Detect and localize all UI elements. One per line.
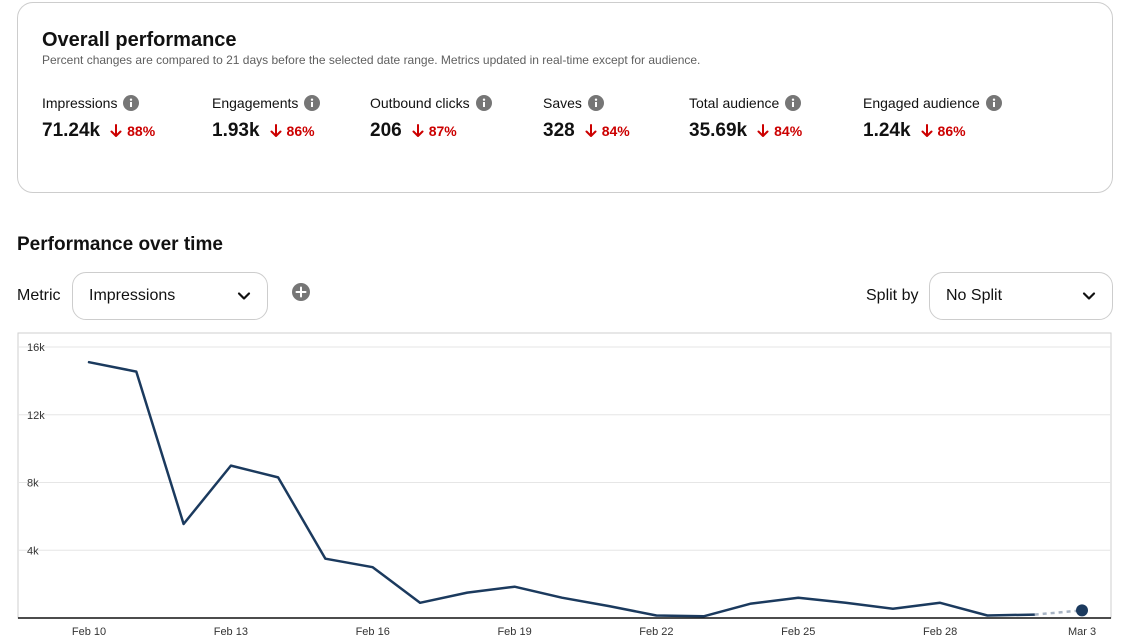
- y-tick-label: 4k: [27, 545, 39, 557]
- arrow-down-icon: [110, 124, 122, 138]
- metric-select-value: Impressions: [89, 287, 176, 304]
- impressions-series-line: [87, 360, 1036, 618]
- performance-chart: 4k 8k 12k 16k Feb 10 Feb 13 Feb 16 Feb 19 Feb 22…: [0, 330, 1125, 643]
- metric-label: Engaged audience: [863, 95, 980, 111]
- metric-change-value: 86%: [286, 123, 315, 139]
- info-icon[interactable]: [985, 95, 1002, 111]
- metric-engaged-audience: Engaged audience 1.24k 86%: [863, 93, 1002, 143]
- chart-frame: [17, 332, 1112, 619]
- info-icon[interactable]: [475, 95, 492, 111]
- info-icon[interactable]: [587, 95, 604, 111]
- metric-label: Saves: [543, 95, 582, 111]
- metric-label: Impressions: [42, 95, 118, 111]
- metric-label: Total audience: [689, 95, 780, 111]
- metric-value: 1.93k: [212, 120, 260, 141]
- metric-value: 328: [543, 120, 575, 141]
- x-tick-label: Feb 19: [497, 626, 531, 638]
- info-icon[interactable]: [123, 95, 140, 111]
- plus-circle-icon[interactable]: [292, 283, 310, 301]
- metric-change: 86%: [270, 123, 315, 139]
- x-tick-label: Feb 25: [781, 626, 815, 638]
- x-tick-label: Feb 13: [214, 626, 248, 638]
- overall-performance-title: Overall performance: [42, 29, 237, 51]
- arrow-down-icon: [585, 124, 597, 138]
- arrow-down-icon: [270, 124, 282, 138]
- performance-over-time-title: Performance over time: [17, 234, 223, 255]
- split-by-select[interactable]: No Split: [929, 272, 1113, 320]
- x-tick-label: Mar 3: [1068, 626, 1096, 638]
- y-tick-label: 16k: [27, 342, 45, 354]
- metric-change: 84%: [757, 123, 802, 139]
- info-icon[interactable]: [304, 95, 321, 111]
- metric-change: 88%: [110, 123, 155, 139]
- metric-change-value: 84%: [601, 123, 630, 139]
- last-data-point: [1076, 604, 1088, 617]
- metric-select[interactable]: Impressions: [72, 272, 268, 320]
- y-tick-label: 12k: [27, 410, 45, 422]
- arrow-down-icon: [921, 124, 933, 138]
- overall-performance-subtitle: Percent changes are compared to 21 days …: [42, 53, 701, 67]
- metric-change: 84%: [585, 123, 630, 139]
- y-tick-label: 8k: [27, 478, 39, 490]
- metric-select-label: Metric: [17, 287, 61, 304]
- metric-change-value: 87%: [428, 123, 457, 139]
- split-by-label: Split by: [866, 287, 919, 304]
- metric-label: Outbound clicks: [370, 95, 470, 111]
- metric-value: 71.24k: [42, 120, 101, 141]
- x-tick-label: Feb 22: [639, 626, 673, 638]
- x-tick-label: Feb 16: [356, 626, 390, 638]
- x-tick-label: Feb 28: [923, 626, 957, 638]
- chevron-down-icon: [237, 291, 251, 301]
- metric-change: 86%: [921, 123, 966, 139]
- impressions-projected-line: [1034, 609, 1083, 616]
- metric-value: 206: [370, 120, 402, 141]
- metric-value: 35.69k: [689, 120, 748, 141]
- metric-engagements: Engagements 1.93k 86%: [212, 93, 321, 143]
- performance-line-chart: 4k 8k 12k 16k Feb 10 Feb 13 Feb 16 Feb 19 Feb 22…: [17, 332, 1112, 638]
- metric-outbound-clicks: Outbound clicks 206 87%: [370, 93, 492, 143]
- overall-performance-card: Overall performance Percent changes are …: [17, 2, 1113, 193]
- metric-value: 1.24k: [863, 120, 911, 141]
- metric-label: Engagements: [212, 95, 299, 111]
- arrow-down-icon: [757, 124, 769, 138]
- metric-impressions: Impressions 71.24k 88%: [42, 93, 155, 143]
- metric-change-value: 88%: [127, 123, 156, 139]
- x-tick-label: Feb 10: [72, 626, 106, 638]
- info-icon[interactable]: [785, 95, 802, 111]
- metric-change: 87%: [412, 123, 457, 139]
- metric-change-value: 86%: [937, 123, 966, 139]
- chevron-down-icon: [1082, 291, 1096, 301]
- metric-saves: Saves 328 84%: [543, 93, 630, 143]
- arrow-down-icon: [412, 124, 424, 138]
- metric-total-audience: Total audience 35.69k 84%: [689, 93, 802, 143]
- metric-change-value: 84%: [774, 123, 803, 139]
- split-by-select-value: No Split: [946, 287, 1003, 304]
